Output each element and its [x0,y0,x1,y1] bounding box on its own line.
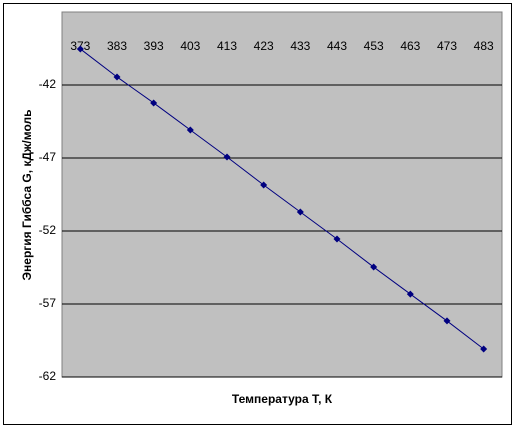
x-tick-label: 393 [144,39,164,53]
data-point [186,126,194,134]
y-tick-label: -47 [39,150,57,164]
data-point [260,181,268,189]
data-point [443,317,451,325]
x-axis-title: Температура Т, К [232,392,333,406]
series-line [80,48,484,350]
x-tick-label: 453 [364,39,384,53]
data-point [480,345,488,353]
data-point [150,99,158,107]
y-tick-label: -42 [39,77,57,91]
data-point [76,45,84,53]
x-tick-label: 443 [327,39,347,53]
x-tick-label: 413 [217,39,237,53]
x-tick-label: 463 [400,39,420,53]
plot-area [61,11,503,378]
data-point [296,208,304,216]
data-point [223,153,231,161]
x-tick-label: 483 [474,39,494,53]
x-tick-label: 403 [180,39,200,53]
data-point [113,73,121,81]
y-axis-title: Энергия Гиббса G, кДж/моль [20,109,34,280]
x-tick-label: 433 [290,39,310,53]
y-tick-label: -62 [39,369,57,383]
x-tick-label: 383 [107,39,127,53]
data-point [370,263,378,271]
data-point [333,235,341,243]
x-tick-label: 473 [437,39,457,53]
y-tick-label: -52 [39,223,57,237]
y-tick-label: -57 [39,296,57,310]
data-point [406,290,414,298]
x-tick-label: 423 [254,39,274,53]
